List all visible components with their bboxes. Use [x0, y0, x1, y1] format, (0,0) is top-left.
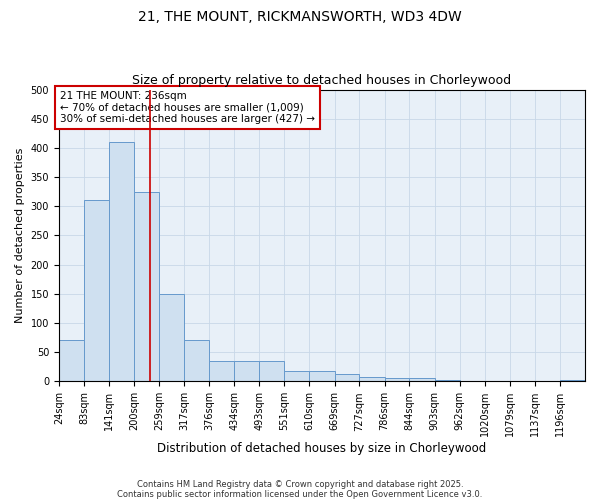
Bar — [134, 192, 160, 382]
Title: Size of property relative to detached houses in Chorleywood: Size of property relative to detached ho… — [133, 74, 512, 87]
Bar — [160, 294, 184, 382]
Text: 21 THE MOUNT: 236sqm
← 70% of detached houses are smaller (1,009)
30% of semi-de: 21 THE MOUNT: 236sqm ← 70% of detached h… — [60, 90, 315, 124]
Bar — [385, 378, 409, 382]
Bar — [284, 371, 310, 382]
Bar — [560, 380, 585, 382]
Bar — [259, 361, 284, 382]
Bar — [59, 340, 84, 382]
Text: 21, THE MOUNT, RICKMANSWORTH, WD3 4DW: 21, THE MOUNT, RICKMANSWORTH, WD3 4DW — [138, 10, 462, 24]
Bar — [184, 340, 209, 382]
Bar — [434, 380, 460, 382]
Bar — [409, 378, 434, 382]
Bar — [359, 376, 385, 382]
X-axis label: Distribution of detached houses by size in Chorleywood: Distribution of detached houses by size … — [157, 442, 487, 455]
Y-axis label: Number of detached properties: Number of detached properties — [15, 148, 25, 323]
Bar — [84, 200, 109, 382]
Bar — [335, 374, 359, 382]
Bar — [234, 361, 259, 382]
Bar — [209, 361, 234, 382]
Bar — [310, 371, 335, 382]
Bar — [109, 142, 134, 382]
Text: Contains HM Land Registry data © Crown copyright and database right 2025.
Contai: Contains HM Land Registry data © Crown c… — [118, 480, 482, 499]
